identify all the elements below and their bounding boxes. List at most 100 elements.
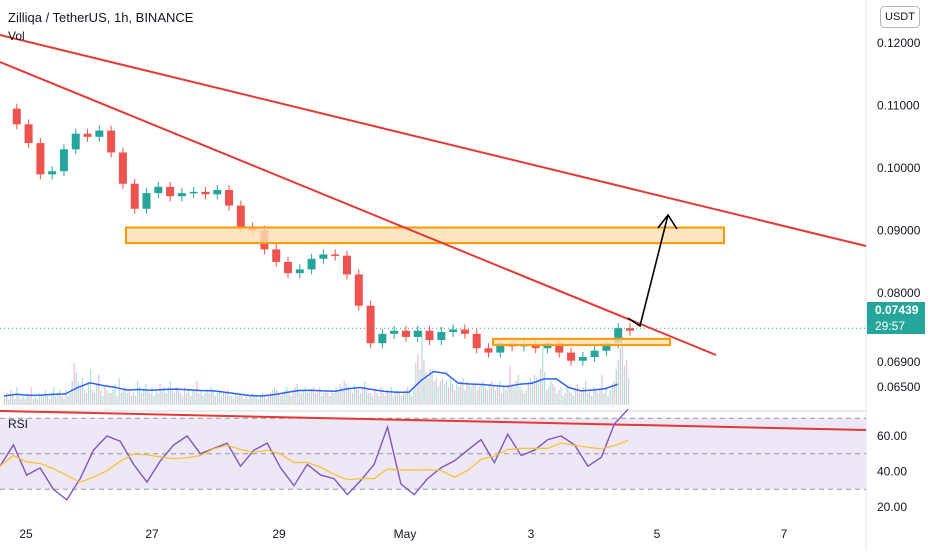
volume-bar: [605, 387, 607, 405]
volume-bar: [257, 399, 259, 405]
volume-bar: [599, 390, 601, 405]
volume-bar: [515, 381, 517, 405]
volume-bar: [378, 396, 380, 405]
currency-button[interactable]: USDT: [880, 6, 920, 28]
candle-body: [12, 108, 21, 125]
volume-bar: [177, 390, 180, 405]
volume-bar: [466, 381, 468, 405]
volume-bar: [306, 393, 308, 405]
volume-bar: [118, 378, 120, 405]
volume-bar: [229, 396, 231, 405]
volume-bar: [259, 396, 261, 405]
candle-body: [354, 274, 363, 306]
candle-body: [578, 356, 587, 361]
volume-bar: [165, 393, 167, 405]
candle-body: [130, 183, 139, 209]
symbol-title[interactable]: Zilliqa / TetherUS, 1h, BINANCE: [8, 10, 194, 25]
volume-bar: [521, 390, 523, 405]
volume-bar: [458, 387, 460, 405]
price-tick-label: 0.06900: [877, 355, 921, 369]
volume-bar: [294, 387, 296, 405]
volume-bar: [280, 396, 282, 405]
volume-bar: [486, 390, 489, 405]
volume-bar: [454, 390, 456, 405]
volume-bar: [163, 387, 165, 405]
volume-bar: [374, 390, 376, 405]
volume-bar: [34, 396, 36, 405]
volume-bar: [81, 378, 83, 405]
candle-body: [295, 269, 304, 274]
volume-bar: [106, 390, 108, 405]
volume-bar: [566, 387, 568, 405]
rsi-line: [0, 408, 629, 501]
volume-bar: [59, 390, 61, 405]
volume-bar: [407, 387, 409, 405]
rsi-tick-label: 60.00: [877, 429, 907, 443]
volume-bar: [32, 399, 34, 405]
volume-bar: [276, 390, 278, 405]
time-tick-label: May: [394, 527, 417, 541]
volume-bar: [91, 390, 94, 405]
volume-bar: [560, 387, 562, 405]
volume-bar: [345, 384, 347, 405]
volume-bar: [190, 396, 192, 405]
volume-bar: [241, 396, 243, 405]
volume-bar: [67, 396, 69, 405]
volume-bar: [623, 366, 626, 405]
volume-bar: [476, 390, 478, 405]
volume-bar: [593, 387, 595, 405]
volume-bar: [128, 390, 131, 405]
volume-bar: [208, 393, 210, 405]
volume-bar: [151, 387, 153, 405]
volume-bar: [329, 396, 331, 405]
volume-bar: [353, 384, 356, 405]
candle-body: [284, 261, 293, 274]
volume-bar: [26, 393, 28, 405]
volume-bar: [226, 390, 229, 405]
volume-bar: [325, 390, 327, 405]
volume-bar: [233, 399, 235, 405]
volume-bar: [587, 393, 589, 405]
candle-body: [59, 149, 68, 172]
candle-body: [189, 191, 198, 194]
volume-bar: [114, 384, 116, 405]
candle-body: [460, 329, 469, 334]
volume-bar: [83, 390, 86, 405]
volume-bar: [427, 378, 429, 405]
candle-body: [472, 333, 481, 349]
volume-bar: [255, 396, 257, 405]
volume-bar: [77, 381, 79, 405]
volume-bar: [149, 393, 151, 405]
volume-bar: [65, 390, 67, 405]
volume-bar: [196, 381, 198, 405]
volume-bar: [179, 393, 182, 405]
volume-bar: [402, 393, 405, 405]
candle-body: [413, 330, 422, 337]
volume-bar: [531, 381, 534, 405]
volume-ma-line: [3, 370, 618, 397]
volume-bar: [40, 396, 43, 405]
volume-bar: [562, 396, 564, 405]
volume-bar: [239, 393, 241, 405]
candle-body: [378, 333, 387, 344]
volume-bar: [564, 393, 566, 405]
volume-bar: [265, 399, 268, 405]
volume-bar: [517, 375, 519, 405]
volume-bar: [288, 393, 290, 405]
candle-body: [225, 189, 234, 206]
candle-body: [48, 171, 57, 175]
volume-bar: [464, 390, 466, 405]
volume-bar: [122, 390, 124, 405]
rsi-label: RSI: [8, 417, 29, 431]
volume-bar: [206, 390, 208, 405]
projection-arrowhead: [657, 213, 678, 230]
volume-bar: [153, 396, 155, 405]
volume-bar: [380, 387, 382, 405]
volume-label: Vol: [8, 29, 25, 43]
volume-bar: [167, 387, 169, 405]
volume-bar: [392, 396, 394, 405]
time-tick-label: 25: [19, 527, 33, 541]
volume-bar: [589, 390, 591, 405]
